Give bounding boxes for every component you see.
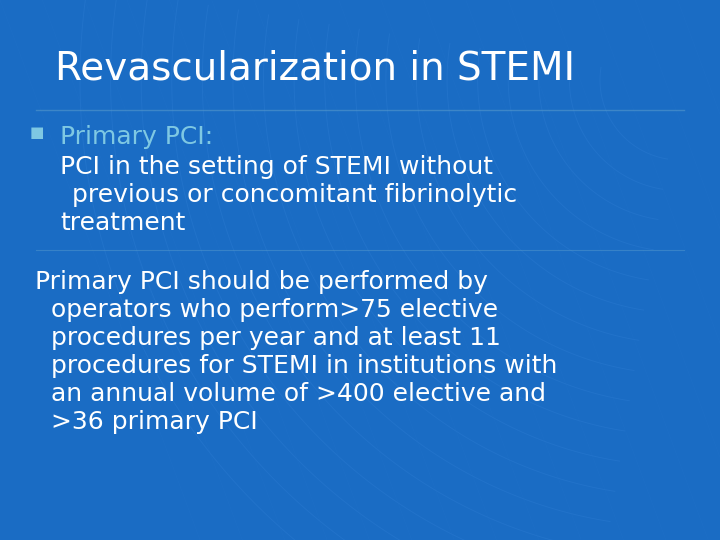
- Text: procedures per year and at least 11: procedures per year and at least 11: [35, 326, 501, 350]
- Text: Primary PCI:: Primary PCI:: [60, 125, 213, 149]
- Text: treatment: treatment: [60, 211, 185, 235]
- Text: PCI in the setting of STEMI without: PCI in the setting of STEMI without: [60, 155, 493, 179]
- Text: previous or concomitant fibrinolytic: previous or concomitant fibrinolytic: [72, 183, 517, 207]
- Text: >36 primary PCI: >36 primary PCI: [35, 410, 258, 434]
- Text: operators who perform>75 elective: operators who perform>75 elective: [35, 298, 498, 322]
- Text: Primary PCI should be performed by: Primary PCI should be performed by: [35, 270, 488, 294]
- Text: an annual volume of >400 elective and: an annual volume of >400 elective and: [35, 382, 546, 406]
- Text: procedures for STEMI in institutions with: procedures for STEMI in institutions wit…: [35, 354, 557, 378]
- Text: Revascularization in STEMI: Revascularization in STEMI: [55, 50, 575, 88]
- Text: ■: ■: [30, 125, 45, 140]
